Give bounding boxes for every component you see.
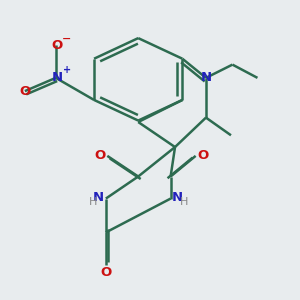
Text: O: O — [100, 266, 112, 279]
Text: +: + — [63, 65, 71, 76]
Text: O: O — [19, 85, 31, 98]
Text: N: N — [172, 190, 183, 204]
Text: N: N — [93, 190, 104, 204]
Text: N: N — [52, 71, 63, 84]
Text: −: − — [62, 34, 72, 44]
Text: O: O — [52, 39, 63, 52]
Text: O: O — [94, 149, 106, 162]
Text: O: O — [197, 149, 208, 162]
Text: H: H — [180, 196, 188, 206]
Text: N: N — [200, 71, 211, 84]
Text: H: H — [88, 196, 97, 206]
